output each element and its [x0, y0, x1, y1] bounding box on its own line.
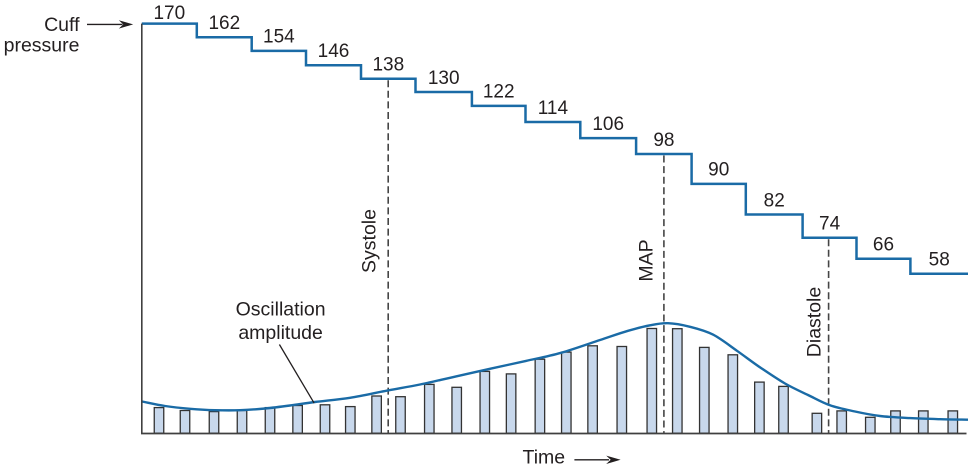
svg-text:170: 170: [153, 3, 185, 24]
svg-text:114: 114: [538, 98, 569, 119]
svg-text:130: 130: [428, 68, 460, 89]
svg-text:MAP: MAP: [636, 239, 658, 281]
svg-text:138: 138: [372, 55, 404, 76]
svg-text:58: 58: [929, 250, 950, 271]
svg-text:Cuff: Cuff: [44, 14, 80, 36]
svg-text:amplitude: amplitude: [238, 322, 323, 344]
svg-text:pressure: pressure: [4, 35, 80, 57]
svg-text:Oscillation: Oscillation: [236, 299, 326, 321]
svg-text:Time: Time: [523, 447, 566, 467]
svg-text:122: 122: [483, 82, 515, 103]
svg-text:146: 146: [318, 41, 350, 62]
svg-text:162: 162: [208, 13, 240, 34]
svg-text:Diastole: Diastole: [804, 287, 826, 357]
svg-text:154: 154: [263, 27, 295, 48]
svg-text:106: 106: [592, 114, 624, 135]
svg-text:66: 66: [873, 235, 894, 256]
svg-text:Systole: Systole: [359, 209, 381, 273]
svg-text:90: 90: [708, 160, 729, 181]
svg-text:74: 74: [819, 214, 841, 235]
svg-text:82: 82: [764, 190, 785, 211]
svg-text:98: 98: [653, 130, 674, 151]
